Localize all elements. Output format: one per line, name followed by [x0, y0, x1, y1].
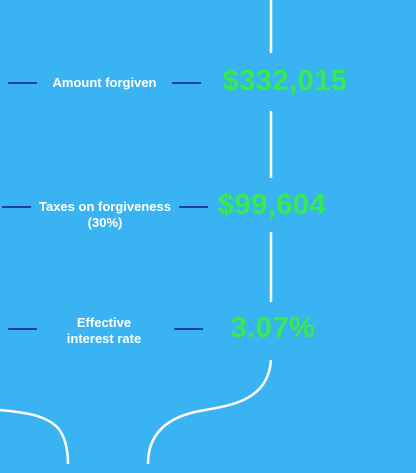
- stat-taxes-on-forgiveness: Taxes on forgiveness (30%) $99,604: [0, 186, 416, 232]
- stat-value: $99,604: [217, 189, 327, 221]
- stat-value: 3.07%: [230, 312, 316, 344]
- timeline-curve-left: [0, 408, 70, 465]
- timeline-curve-right: [146, 359, 273, 465]
- stat-amount-forgiven: Amount forgiven $332,015: [0, 60, 416, 106]
- dash-right: [179, 206, 208, 208]
- dash-right: [174, 328, 203, 330]
- dash-left: [8, 328, 37, 330]
- stat-label: Amount forgiven: [52, 75, 157, 90]
- stat-label: Taxes on forgiveness (30%): [39, 199, 171, 230]
- dash-right: [172, 82, 201, 84]
- dash-left: [8, 82, 37, 84]
- stat-effective-interest-rate: Effective interest rate 3.07%: [0, 306, 416, 352]
- stat-label: Effective interest rate: [66, 315, 142, 346]
- stat-value: $332,015: [222, 65, 348, 97]
- dash-left: [2, 206, 31, 208]
